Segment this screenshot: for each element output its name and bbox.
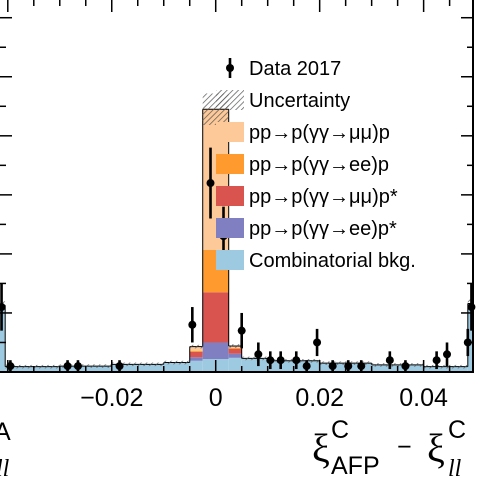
- data-point-11: [276, 356, 285, 365]
- data-point-12: [292, 356, 301, 365]
- bar-ee_pstar-5: [189, 357, 203, 361]
- legend-label-combinatorial: Combinatorial bkg.: [249, 250, 416, 272]
- xlabel-sup-1: C: [331, 416, 349, 444]
- bar-comb-5: [189, 360, 203, 372]
- xlabel-sub-1: AFP: [331, 452, 380, 480]
- bar-ee_p-5: [189, 350, 203, 352]
- legend-swatch-combinatorial: [216, 250, 244, 270]
- legend: Data 2017 Uncertainty pp→p(γγ→μμ)p pp→p(γγ→…: [216, 58, 416, 272]
- data-point-6: [206, 179, 215, 188]
- xlabel-sub-2: ll: [448, 456, 462, 482]
- data-point-21: [443, 350, 452, 359]
- bar-ee_pstar-6: [202, 342, 229, 360]
- uncertainty-12: [423, 364, 468, 369]
- uncertainty-5: [189, 344, 203, 349]
- bar-mumu_p-5: [189, 346, 203, 351]
- xlabel-xi-2: ξ: [427, 426, 445, 471]
- legend-swatch-mumu_pstar: [216, 186, 244, 206]
- legend-label-ee_pstar: pp→p(γγ→ee)p*: [249, 218, 397, 240]
- x-tick-label-3: 0.04: [399, 384, 448, 412]
- uncertainty-3: [111, 362, 164, 367]
- legend-swatch-ee_pstar: [216, 218, 244, 238]
- bar-comb-8: [241, 358, 268, 372]
- uncertainty-11: [371, 363, 424, 367]
- data-point-0: [0, 303, 6, 312]
- legend-label-mumu_p: pp→p(γγ→μμ)p: [249, 122, 390, 144]
- data-point-15: [328, 362, 337, 371]
- legend-swatch-mumu_p: [216, 122, 244, 142]
- data-point-9: [254, 350, 263, 359]
- legend-swatch-uncertainty: [216, 90, 244, 110]
- xlabel-sup-2: C: [448, 416, 466, 444]
- uncertainty-8: [241, 356, 268, 361]
- xlabel-xi-1: ξ: [312, 426, 330, 471]
- data-point-10: [266, 356, 275, 365]
- xlabel-minus: −: [397, 433, 412, 461]
- bar-ee_p-7: [228, 347, 242, 349]
- left-cut-text: A: [0, 418, 11, 446]
- legend-label-mumu_pstar: pp→p(γγ→μμ)p*: [249, 186, 398, 208]
- data-point-17: [357, 362, 366, 371]
- bar-comb-13: [467, 303, 473, 372]
- data-point-8: [237, 326, 246, 335]
- data-point-3: [73, 362, 82, 371]
- uncertainty-4: [163, 360, 190, 365]
- uncertainty-7: [228, 344, 242, 348]
- bar-comb-4: [163, 362, 190, 372]
- data-point-2: [63, 362, 72, 371]
- legend-label-uncertainty: Uncertainty: [249, 90, 350, 112]
- legend-label-data: Data 2017: [249, 58, 341, 80]
- bar-comb-12: [423, 366, 468, 372]
- x-tick-label-2: 0.02: [295, 384, 344, 412]
- plot-frame: [0, 0, 474, 373]
- x-tick-label-0: −0.02: [80, 384, 143, 412]
- bar-ee_pstar-7: [228, 353, 242, 358]
- data-point-18: [385, 356, 394, 365]
- x-tick-label-1: 0: [209, 384, 223, 412]
- legend-marker-data-dot: [226, 64, 234, 72]
- bar-comb-1: [5, 366, 60, 372]
- data-point-19: [401, 362, 410, 371]
- x-axis-title: ξ C AFP − ξ C ll: [312, 416, 466, 482]
- uncertainty-1: [5, 364, 60, 369]
- bar-mumu_pstar-6: [202, 292, 229, 343]
- bar-comb-7: [228, 357, 242, 372]
- legend-label-ee_p: pp→p(γγ→ee)p: [249, 154, 389, 176]
- left-cut-text-2: ll: [0, 456, 10, 482]
- data-point-4: [115, 362, 124, 371]
- data-point-13: [302, 362, 311, 371]
- bar-mumu_pstar-5: [189, 351, 203, 358]
- data-point-20: [432, 356, 441, 365]
- axes-frame: [0, 0, 474, 373]
- bar-comb-0: [0, 305, 6, 372]
- legend-swatch-ee_p: [216, 154, 244, 174]
- data-point-14: [313, 338, 322, 347]
- data-point-5: [188, 320, 197, 329]
- data-point-23: [467, 303, 476, 312]
- axis-ticks: −0.02 0 0.02 0.04: [0, 0, 473, 412]
- bar-mumu_pstar-7: [228, 348, 242, 354]
